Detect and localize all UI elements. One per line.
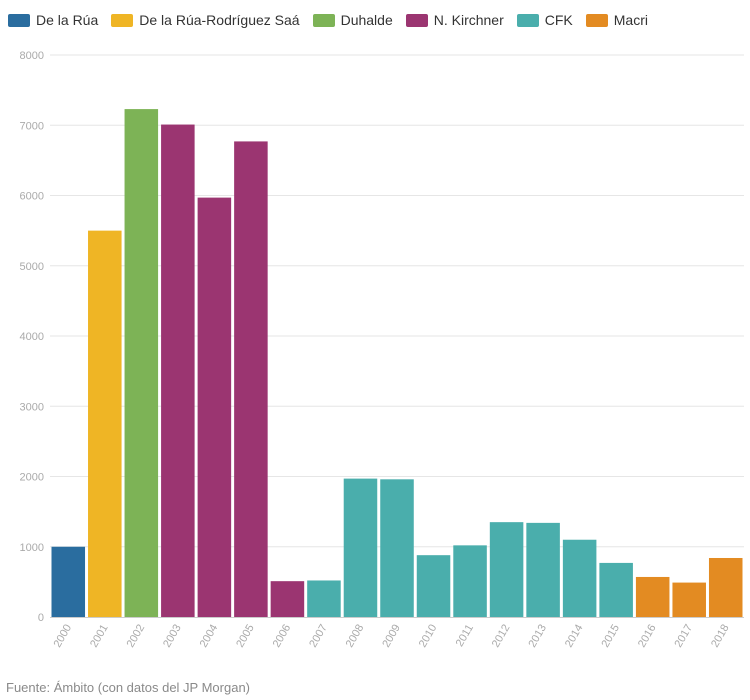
x-tick-label: 2005 [234, 622, 257, 649]
x-tick-label: 2012 [490, 622, 513, 649]
x-tick-label: 2010 [417, 622, 440, 649]
source-note: Fuente: Ámbito (con datos del JP Morgan) [6, 680, 250, 695]
bars [51, 109, 743, 618]
y-tick-label: 2000 [20, 472, 44, 484]
x-tick-label: 2006 [271, 622, 294, 649]
bar-2016[interactable] [635, 576, 670, 617]
legend-item[interactable]: N. Kirchner [405, 12, 504, 28]
legend-item[interactable]: Duhalde [312, 12, 393, 28]
legend-swatch [516, 13, 539, 27]
bar-2011[interactable] [453, 545, 487, 617]
x-tick-label: 2009 [380, 622, 403, 649]
x-tick-label: 2018 [709, 622, 732, 649]
x-tick-label: 2014 [563, 622, 586, 649]
bar-2001[interactable] [88, 230, 122, 618]
y-tick-label: 3000 [20, 401, 44, 413]
y-tick-label: 8000 [20, 50, 44, 62]
legend-item[interactable]: Macri [585, 12, 648, 28]
legend-item[interactable]: De la Rúa [8, 13, 98, 27]
bar-2010[interactable] [416, 555, 451, 617]
x-tick-label: 2002 [125, 622, 148, 649]
legend-label: N. Kirchner [433, 12, 504, 28]
legend-label: De la Rúa [36, 12, 99, 28]
legend-swatch [8, 13, 30, 27]
bar-2007[interactable] [307, 580, 341, 617]
bar-2008[interactable] [343, 478, 378, 617]
y-axis-ticks: 0 1000 2000 3000 4000 5000 6000 7000 8000 [20, 50, 44, 624]
y-tick-label: 7000 [20, 120, 44, 132]
x-tick-label: 2004 [198, 622, 221, 649]
bar-2006[interactable] [270, 581, 305, 617]
bar-2017[interactable] [672, 582, 706, 617]
legend-swatch [405, 13, 428, 27]
y-tick-label: 4000 [20, 331, 44, 343]
y-tick-label: 5000 [20, 261, 44, 273]
bar-2018[interactable] [708, 557, 743, 617]
bar-2005[interactable] [234, 141, 268, 617]
legend-label: CFK [544, 12, 573, 28]
y-tick-label: 6000 [20, 191, 44, 203]
legend-label: Macri [613, 12, 648, 28]
legend-item[interactable]: CFK [516, 12, 573, 28]
bar-2003[interactable] [161, 124, 195, 618]
x-tick-label: 2013 [526, 622, 549, 649]
x-tick-label: 2007 [307, 622, 330, 649]
y-tick-label: 0 [38, 612, 44, 624]
legend-swatch [312, 13, 335, 27]
legend-swatch [111, 13, 134, 27]
bar-2013[interactable] [526, 522, 560, 617]
bar-2002[interactable] [124, 109, 159, 617]
x-tick-label: 2000 [52, 622, 75, 649]
x-axis-ticks: 2000 2001 2002 2003 2004 2005 2006 2007 2008 2009… [52, 622, 732, 649]
bar-2015[interactable] [599, 562, 633, 617]
bar-2004[interactable] [197, 197, 232, 618]
chart-legend: De la Rúa De la Rúa-Rodríguez Saá Duhalde N… [8, 9, 661, 31]
x-tick-label: 2001 [88, 622, 111, 649]
legend-label: Duhalde [340, 12, 393, 28]
legend-item[interactable]: De la Rúa-Rodríguez Saá [111, 12, 300, 28]
x-tick-label: 2017 [673, 622, 696, 649]
x-tick-label: 2015 [599, 622, 622, 649]
bar-2009[interactable] [380, 479, 414, 617]
bar-2012[interactable] [489, 522, 524, 617]
x-tick-label: 2003 [161, 622, 184, 649]
bar-2014[interactable] [562, 539, 597, 617]
y-tick-label: 1000 [20, 542, 44, 554]
x-tick-label: 2008 [344, 622, 367, 649]
x-tick-label: 2011 [454, 622, 476, 648]
x-tick-label: 2016 [636, 622, 659, 649]
legend-swatch [585, 13, 608, 27]
legend-label: De la Rúa-Rodríguez Saá [139, 12, 300, 28]
bar-2000[interactable] [51, 546, 86, 617]
